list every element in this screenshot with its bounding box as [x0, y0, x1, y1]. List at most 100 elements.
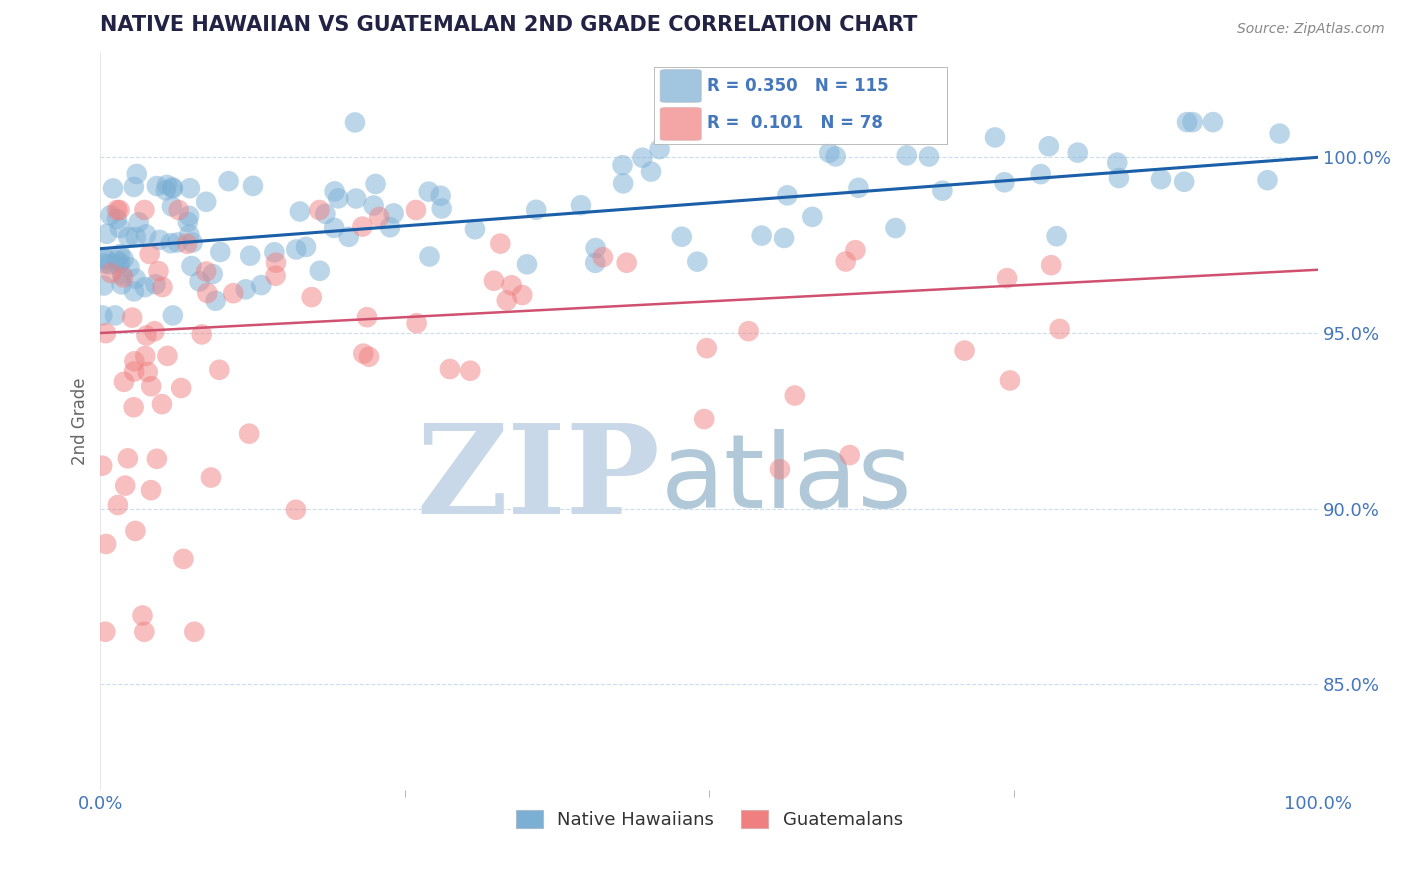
- Point: [94, 326, 117, 341]
- Point: [464, 222, 486, 236]
- Point: [1150, 172, 1173, 186]
- Point: [501, 278, 523, 293]
- Point: [1202, 115, 1225, 129]
- Point: [368, 210, 391, 224]
- Point: [769, 462, 792, 476]
- Point: [439, 362, 461, 376]
- Point: [179, 181, 201, 195]
- Point: [166, 235, 188, 250]
- Point: [150, 397, 173, 411]
- Point: [301, 290, 323, 304]
- Point: [180, 259, 202, 273]
- Point: [585, 241, 607, 255]
- Point: [112, 252, 135, 266]
- Point: [125, 271, 148, 285]
- Point: [96, 227, 118, 241]
- Point: [1067, 145, 1090, 160]
- Point: [91, 309, 114, 323]
- Y-axis label: 2nd Grade: 2nd Grade: [72, 377, 89, 465]
- Point: [352, 219, 374, 234]
- Point: [110, 277, 132, 292]
- Point: [152, 280, 174, 294]
- Point: [953, 343, 976, 358]
- Point: [195, 194, 218, 209]
- Point: [141, 379, 163, 393]
- Point: [98, 257, 121, 271]
- Point: [94, 252, 117, 267]
- Point: [112, 270, 135, 285]
- Point: [418, 185, 440, 199]
- Point: [648, 142, 671, 156]
- Point: [751, 228, 773, 243]
- Point: [1107, 155, 1129, 169]
- Point: [107, 498, 129, 512]
- Point: [288, 204, 311, 219]
- Text: NATIVE HAWAIIAN VS GUATEMALAN 2ND GRADE CORRELATION CHART: NATIVE HAWAIIAN VS GUATEMALAN 2ND GRADE …: [100, 15, 918, 35]
- Point: [884, 221, 907, 235]
- Point: [98, 208, 121, 222]
- Point: [356, 310, 378, 325]
- Point: [124, 354, 146, 368]
- Point: [510, 288, 533, 302]
- Point: [1181, 115, 1204, 129]
- Point: [818, 145, 841, 160]
- Point: [134, 202, 156, 217]
- Point: [188, 275, 211, 289]
- Point: [308, 202, 330, 217]
- Point: [179, 209, 201, 223]
- Point: [91, 458, 114, 473]
- Point: [824, 149, 846, 163]
- Point: [191, 327, 214, 342]
- Point: [94, 537, 117, 551]
- Point: [896, 148, 918, 162]
- Point: [201, 267, 224, 281]
- Point: [848, 181, 870, 195]
- Point: [135, 227, 157, 242]
- Point: [238, 426, 260, 441]
- Point: [323, 185, 346, 199]
- Point: [105, 212, 128, 227]
- Point: [122, 401, 145, 415]
- Point: [177, 215, 200, 229]
- Point: [495, 293, 517, 308]
- Point: [343, 115, 366, 129]
- Point: [108, 221, 131, 235]
- Point: [104, 309, 127, 323]
- Point: [458, 364, 481, 378]
- Point: [96, 252, 118, 266]
- Point: [931, 184, 953, 198]
- Point: [94, 256, 117, 270]
- Point: [693, 412, 716, 426]
- Point: [139, 483, 162, 498]
- Point: [93, 278, 115, 293]
- Text: Source: ZipAtlas.com: Source: ZipAtlas.com: [1237, 22, 1385, 37]
- Point: [167, 202, 190, 217]
- Point: [984, 130, 1007, 145]
- Point: [616, 256, 638, 270]
- Point: [344, 192, 367, 206]
- Point: [364, 177, 387, 191]
- Point: [122, 180, 145, 194]
- Point: [122, 285, 145, 299]
- Point: [737, 324, 759, 338]
- Point: [235, 282, 257, 296]
- Point: [162, 309, 184, 323]
- Point: [134, 280, 156, 294]
- Point: [489, 236, 512, 251]
- Point: [1256, 173, 1278, 187]
- Point: [686, 254, 709, 268]
- Point: [183, 624, 205, 639]
- Point: [285, 243, 308, 257]
- Point: [263, 245, 285, 260]
- Point: [1049, 322, 1071, 336]
- Point: [105, 202, 128, 217]
- Point: [264, 268, 287, 283]
- Point: [1045, 229, 1067, 244]
- Point: [145, 277, 167, 292]
- Point: [239, 249, 262, 263]
- Point: [222, 286, 245, 301]
- Point: [612, 158, 634, 172]
- Point: [834, 254, 856, 268]
- Point: [117, 451, 139, 466]
- Point: [128, 215, 150, 229]
